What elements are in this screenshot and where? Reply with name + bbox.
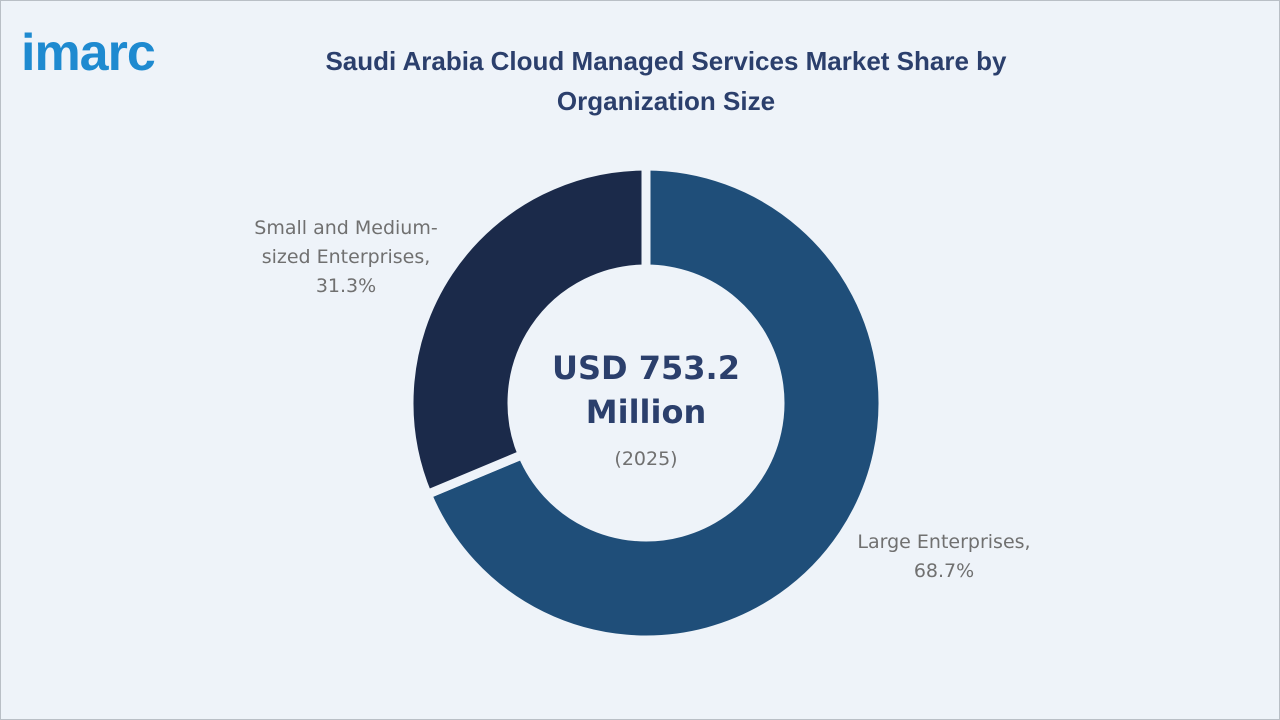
slice-label: Large Enterprises, 68.7% [839,528,1049,586]
value-label: 31.3% [315,275,377,297]
center-label: USD 753.2 Million [552,349,740,431]
chart-title: Saudi Arabia Cloud Managed Services Mark… [325,46,1007,116]
slice [421,161,888,645]
category-label: Small and Medium-sized Enterprises, [254,217,438,268]
logo: imarc [21,24,156,82]
category-label: Large Enterprises, [857,531,1031,553]
center-text: USD 753.2 Million (2025) [516,346,776,470]
value-label: 68.7% [913,560,975,582]
center-sublabel: (2025) [614,448,678,470]
slice [404,161,651,501]
slice-label: Small and Medium-sized Enterprises, 31.3… [241,214,451,301]
